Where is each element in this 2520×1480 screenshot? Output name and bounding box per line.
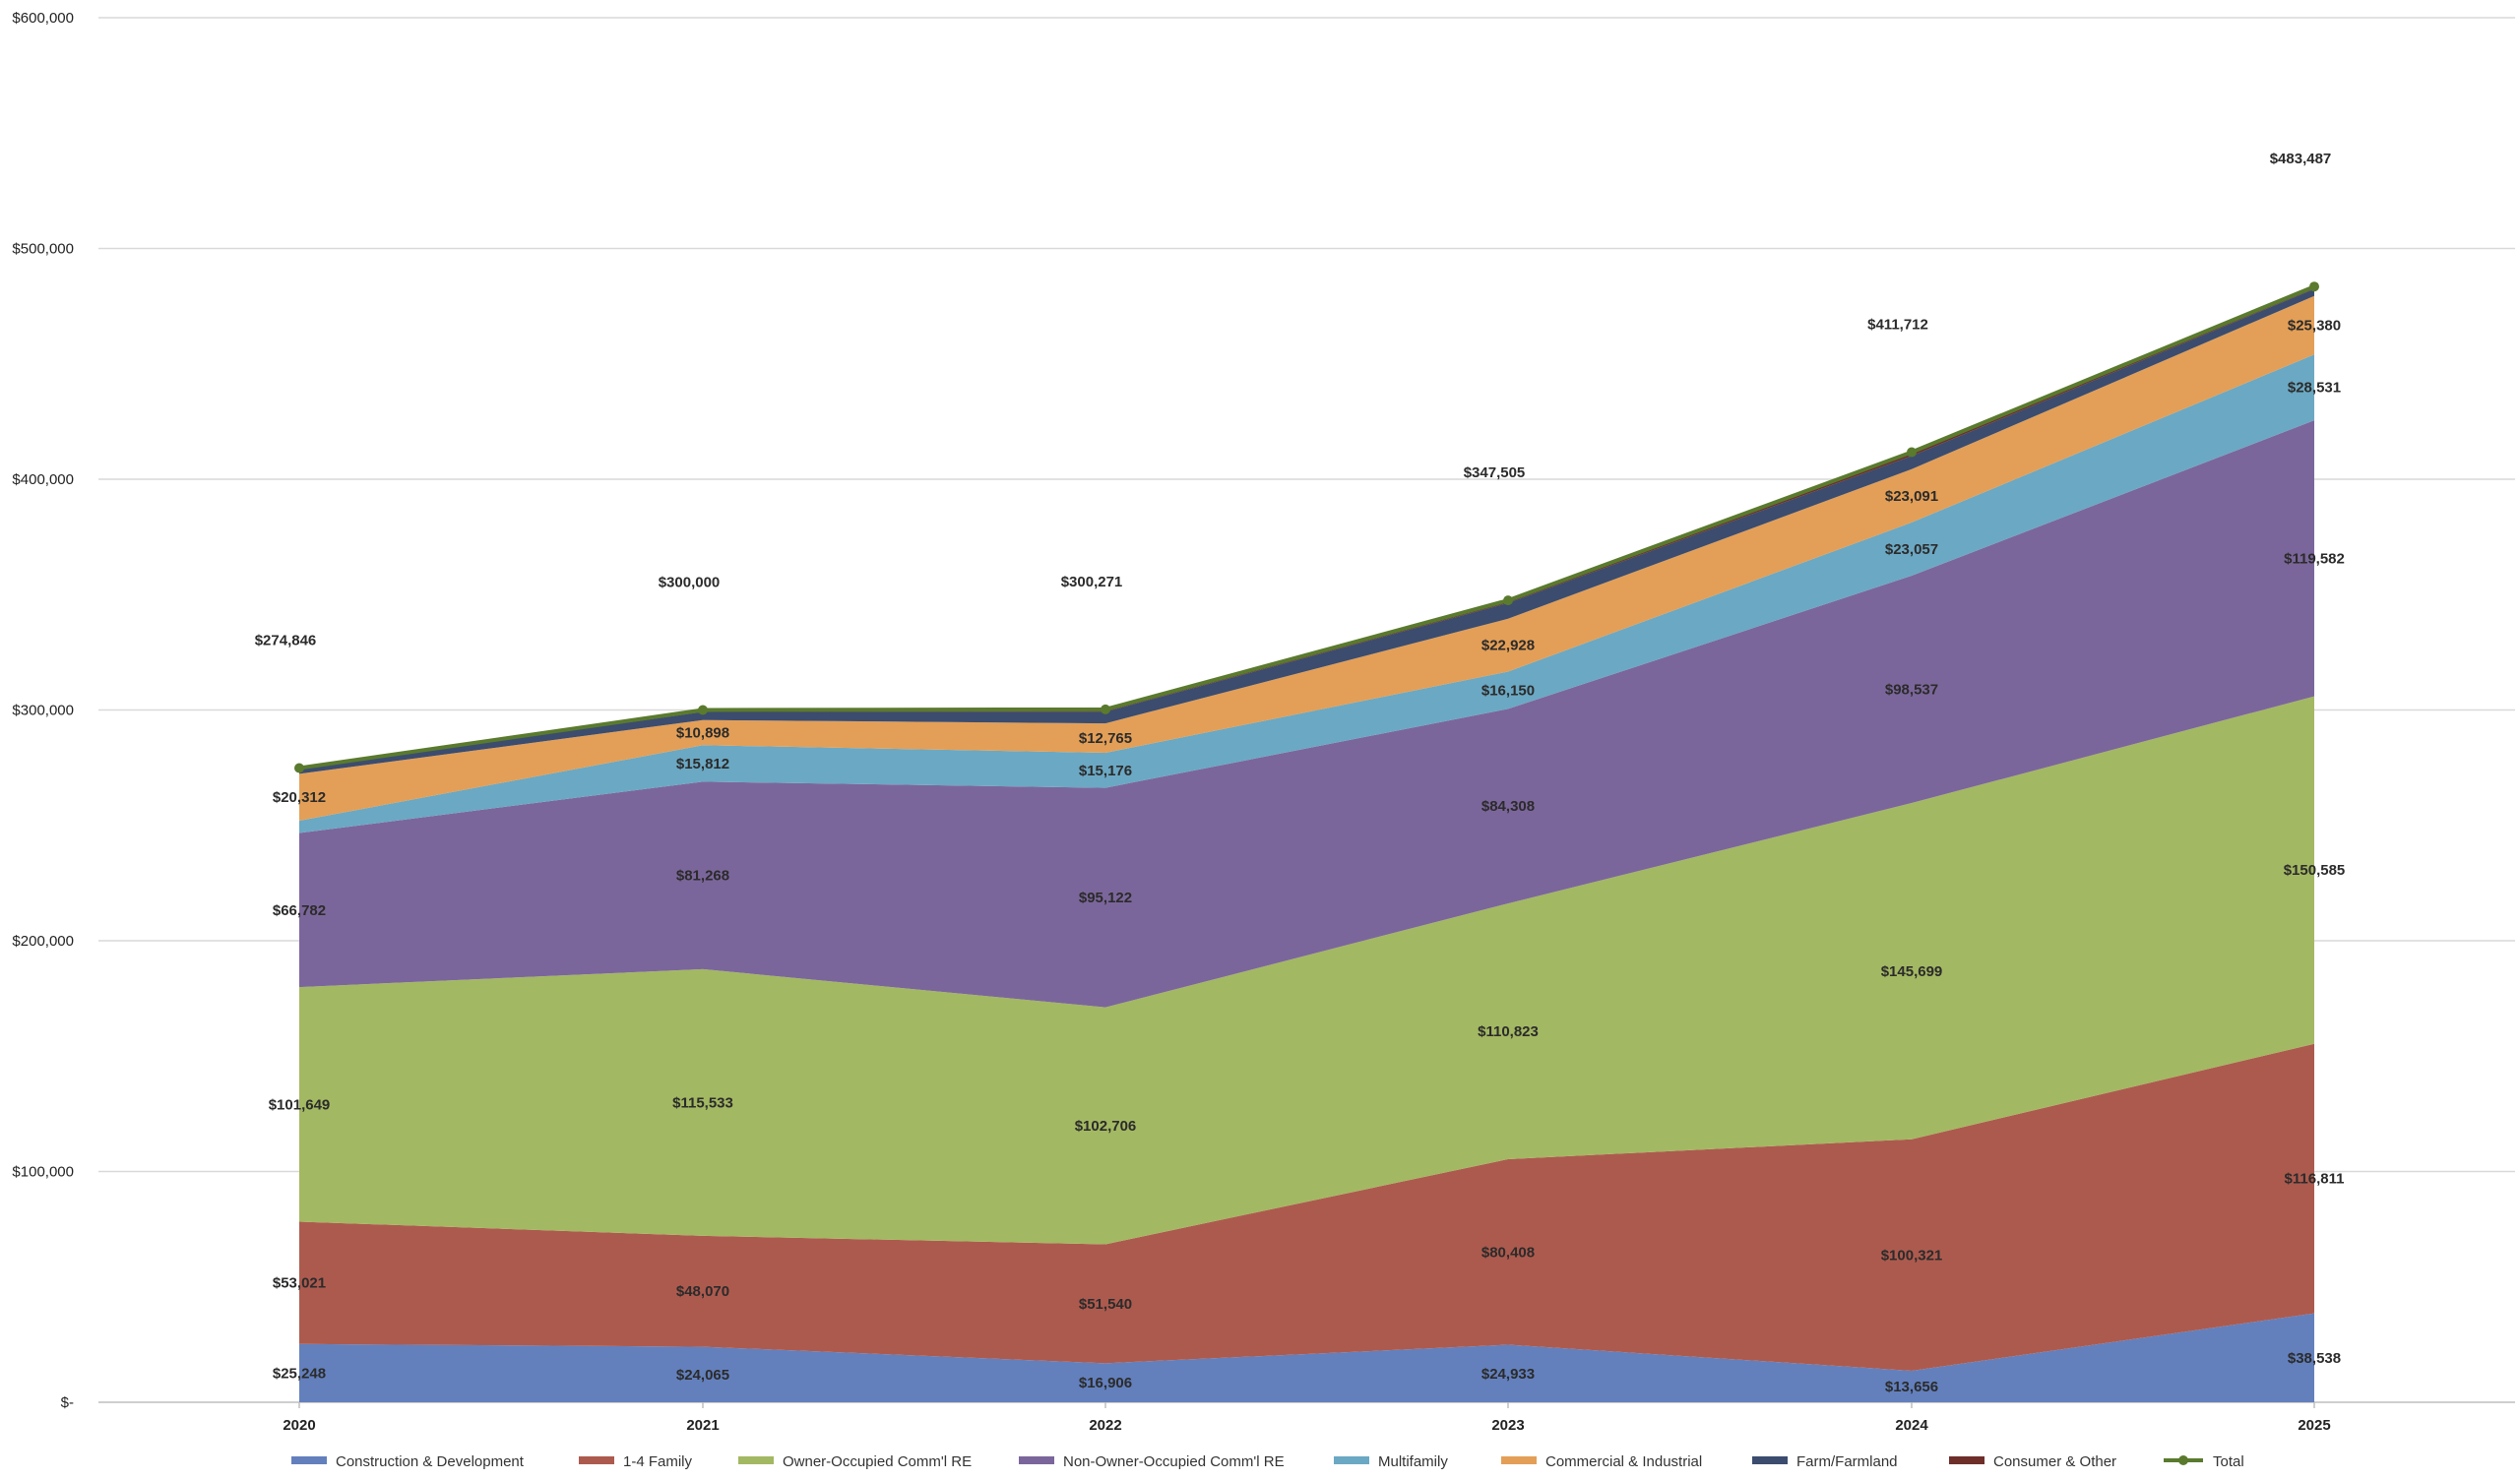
legend-label: Construction & Development xyxy=(336,1453,525,1470)
legend-label: Non-Owner-Occupied Comm'l RE xyxy=(1063,1453,1285,1470)
legend-swatch xyxy=(579,1456,614,1464)
legend-swatch-marker xyxy=(2178,1455,2188,1465)
axis-layer: $- $100,000 $200,000 $300,000 $400,000 $500,0… xyxy=(12,10,2330,1434)
total-point xyxy=(1503,595,1513,606)
data-label: $25,380 xyxy=(2288,318,2341,335)
data-label: $15,176 xyxy=(1079,763,1132,779)
x-tick-label: 2020 xyxy=(283,1417,315,1434)
data-label: $81,268 xyxy=(676,868,729,885)
y-tick-label: $200,000 xyxy=(12,933,74,950)
y-tick-label: $- xyxy=(61,1394,74,1411)
legend-swatch xyxy=(1949,1456,1984,1464)
legend-label: 1-4 Family xyxy=(623,1453,693,1470)
data-label-layer: $25,248 $24,065 $16,906 $24,933 $13,656 $38,5… xyxy=(255,151,2346,1395)
data-label: $38,538 xyxy=(2288,1350,2341,1367)
data-label: $102,706 xyxy=(1075,1118,1137,1135)
legend-swatch xyxy=(1501,1456,1537,1464)
y-tick-label: $100,000 xyxy=(12,1164,74,1181)
total-line xyxy=(298,284,2315,771)
legend-swatch xyxy=(1019,1456,1054,1464)
data-label: $48,070 xyxy=(676,1283,729,1300)
y-tick-label: $600,000 xyxy=(12,10,74,27)
x-tick-label: 2025 xyxy=(2298,1417,2330,1434)
data-label: $145,699 xyxy=(1881,963,1943,980)
total-label: $411,712 xyxy=(1867,317,1928,334)
data-label: $101,649 xyxy=(269,1096,331,1113)
data-label: $110,823 xyxy=(1478,1023,1539,1040)
data-label: $23,057 xyxy=(1885,541,1938,558)
x-tick-label: 2021 xyxy=(686,1417,719,1434)
data-label: $22,928 xyxy=(1481,638,1535,654)
data-label: $95,122 xyxy=(1079,890,1132,906)
data-label: $13,656 xyxy=(1885,1379,1938,1395)
area-layer xyxy=(299,286,2314,1402)
y-tick-label: $500,000 xyxy=(12,241,74,258)
data-label: $116,811 xyxy=(2285,1171,2345,1188)
y-tick-label: $400,000 xyxy=(12,471,74,488)
total-point xyxy=(698,705,708,715)
legend-swatch xyxy=(291,1456,327,1464)
legend-label: Consumer & Other xyxy=(1993,1453,2116,1470)
legend-swatch xyxy=(1752,1456,1788,1464)
total-label: $300,000 xyxy=(659,575,721,591)
total-line-layer xyxy=(294,281,2319,773)
area-owner-occupied-comm-l-re xyxy=(299,696,2314,1245)
legend: Construction & Development 1-4 Family Owne… xyxy=(291,1453,2244,1470)
data-label: $23,091 xyxy=(1885,488,1938,505)
y-tick-label: $300,000 xyxy=(12,703,74,719)
data-label: $119,582 xyxy=(2284,550,2345,567)
data-label: $115,533 xyxy=(672,1094,733,1111)
legend-swatch xyxy=(738,1456,774,1464)
data-label: $20,312 xyxy=(273,789,326,806)
total-label: $347,505 xyxy=(1464,464,1526,481)
data-label: $25,248 xyxy=(273,1365,326,1382)
area-multifamily xyxy=(299,354,2314,833)
x-tick-label: 2024 xyxy=(1895,1417,1928,1434)
total-label: $300,271 xyxy=(1061,574,1123,590)
legend-swatch xyxy=(1334,1456,1369,1464)
legend-label: Total xyxy=(2213,1453,2244,1470)
data-label: $150,585 xyxy=(2284,862,2346,879)
data-label: $12,765 xyxy=(1079,730,1132,747)
data-label: $100,321 xyxy=(1881,1247,1943,1264)
total-point xyxy=(1101,704,1110,714)
total-label: $274,846 xyxy=(255,632,317,648)
legend-label: Farm/Farmland xyxy=(1796,1453,1898,1470)
total-point xyxy=(2309,281,2319,292)
data-label: $84,308 xyxy=(1481,798,1535,815)
data-label: $24,065 xyxy=(676,1367,729,1384)
data-label: $66,782 xyxy=(273,902,326,919)
legend-label: Commercial & Industrial xyxy=(1545,1453,1702,1470)
total-point xyxy=(294,763,304,773)
data-label: $16,150 xyxy=(1481,682,1535,699)
x-tick-label: 2022 xyxy=(1089,1417,1121,1434)
area-commercial-industrial xyxy=(299,295,2314,822)
data-label: $15,812 xyxy=(676,756,729,772)
data-label: $24,933 xyxy=(1481,1366,1535,1383)
area-1-4-family xyxy=(299,1043,2314,1371)
area-construction-development xyxy=(299,1313,2314,1402)
data-label: $98,537 xyxy=(1885,682,1938,699)
data-label: $53,021 xyxy=(273,1275,326,1292)
data-label: $80,408 xyxy=(1481,1244,1535,1261)
data-label: $16,906 xyxy=(1079,1375,1132,1391)
legend-label: Multifamily xyxy=(1378,1453,1448,1470)
data-label: $51,540 xyxy=(1079,1296,1132,1313)
legend-label: Owner-Occupied Comm'l RE xyxy=(783,1453,972,1470)
area-non-owner-occupied-comm-l-re xyxy=(299,420,2314,1008)
total-label: $483,487 xyxy=(2270,151,2332,167)
x-tick-label: 2023 xyxy=(1491,1417,1524,1434)
data-label: $10,898 xyxy=(676,724,729,741)
data-label: $28,531 xyxy=(2288,380,2341,397)
total-point xyxy=(1907,447,1917,458)
